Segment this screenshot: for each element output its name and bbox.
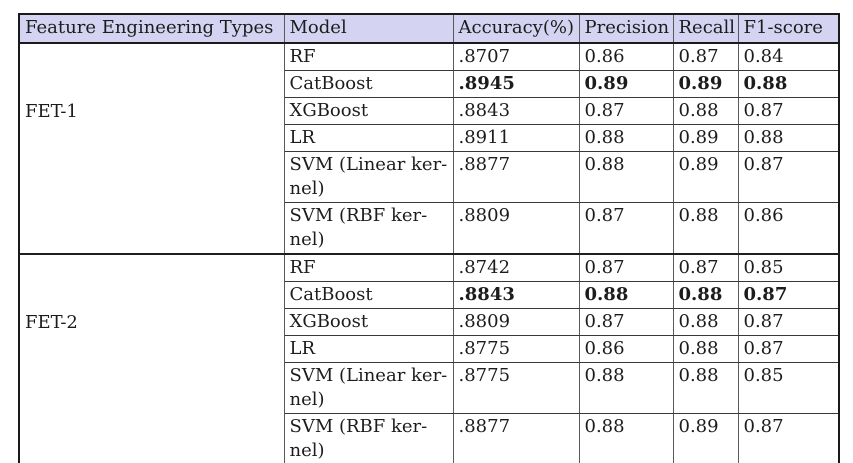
- cell-recall: 0.89: [672, 70, 739, 98]
- column-header-model: Model: [283, 13, 454, 44]
- cell-model: SVM (RBF ker- nel): [283, 202, 454, 255]
- table-row: CatBoost .8945 0.89 0.89 0.88: [19, 70, 840, 98]
- cell-f1-score: 0.84: [737, 42, 840, 71]
- cell-recall: 0.88: [672, 281, 739, 309]
- table-row: SVM (Linear ker- nel) .8877 0.88 0.89 0.…: [19, 151, 840, 203]
- table-row: SVM (Linear ker- nel) .8775 0.88 0.88 0.…: [19, 362, 840, 414]
- cell-f1-score: 0.85: [737, 362, 840, 414]
- header-row: Feature Engineering Types Model Accuracy…: [18, 13, 840, 44]
- cell-recall: 0.88: [672, 308, 739, 336]
- cell-precision: 0.87: [578, 97, 674, 125]
- column-header-f1-score: F1-score: [737, 13, 840, 44]
- cell-recall: 0.87: [672, 253, 739, 282]
- cell-model: XGBoost: [283, 308, 454, 336]
- cell-f1-score: 0.88: [737, 124, 840, 152]
- cell-f1-score: 0.87: [737, 281, 840, 309]
- table-header: Feature Engineering Types Model Accuracy…: [18, 13, 840, 44]
- table-row: FET-1 RF .8707 0.86 0.87 0.84: [18, 42, 840, 255]
- cell-precision: 0.88: [578, 413, 674, 463]
- cell-precision: 0.86: [578, 335, 674, 363]
- cell-f1-score: 0.88: [737, 70, 840, 98]
- cell-accuracy: .8809: [452, 202, 580, 255]
- cell-recall: 0.88: [672, 202, 739, 255]
- cell-precision: 0.87: [578, 253, 674, 282]
- cell-accuracy: .8843: [452, 97, 580, 125]
- column-header-precision: Precision: [578, 13, 674, 44]
- cell-accuracy: .8877: [452, 151, 580, 203]
- cell-model: SVM (RBF ker- nel): [283, 413, 454, 463]
- cell-recall: 0.89: [672, 151, 739, 203]
- cell-f1-score: 0.87: [737, 335, 840, 363]
- cell-precision: 0.88: [578, 362, 674, 414]
- group-label-fet-1: FET-1: [18, 42, 285, 255]
- cell-model: LR: [283, 335, 454, 363]
- group-label-fet-2: FET-2: [18, 253, 285, 463]
- cell-f1-score: 0.87: [737, 151, 840, 203]
- cell-model: SVM (Linear ker- nel): [283, 151, 454, 203]
- cell-recall: 0.89: [672, 413, 739, 463]
- cell-accuracy: .8775: [452, 335, 580, 363]
- cell-model: LR: [283, 124, 454, 152]
- table-row: FET-2 RF .8742 0.87 0.87 0.85: [18, 253, 840, 463]
- table-row: LR .8911 0.88 0.89 0.88: [19, 124, 840, 152]
- cell-model: RF: [283, 42, 454, 71]
- column-header-feature-engineering-types: Feature Engineering Types: [18, 13, 285, 44]
- column-header-accuracy: Accuracy(%): [452, 13, 580, 44]
- cell-model: RF: [283, 253, 454, 282]
- cell-precision: 0.87: [578, 202, 674, 255]
- cell-recall: 0.88: [672, 362, 739, 414]
- column-header-recall: Recall: [672, 13, 739, 44]
- cell-f1-score: 0.87: [737, 413, 840, 463]
- cell-accuracy: .8775: [452, 362, 580, 414]
- cell-precision: 0.88: [578, 124, 674, 152]
- table-row: LR .8775 0.86 0.88 0.87: [19, 335, 840, 363]
- cell-precision: 0.87: [578, 308, 674, 336]
- cell-accuracy: .8707: [452, 42, 580, 71]
- cell-accuracy: .8843: [452, 281, 580, 309]
- cell-accuracy: .8809: [452, 308, 580, 336]
- cell-precision: 0.86: [578, 42, 674, 71]
- cell-recall: 0.89: [672, 124, 739, 152]
- cell-model: XGBoost: [283, 97, 454, 125]
- table-row: SVM (RBF ker- nel) .8877 0.88 0.89 0.87: [19, 413, 840, 463]
- cell-accuracy: .8945: [452, 70, 580, 98]
- table-body: FET-1 RF .8707 0.86 0.87 0.84 CatBoost .…: [18, 42, 840, 463]
- cell-f1-score: 0.86: [737, 202, 840, 255]
- cell-model: CatBoost: [283, 70, 454, 98]
- results-table: Feature Engineering Types Model Accuracy…: [18, 13, 840, 463]
- table-row: XGBoost .8843 0.87 0.88 0.87: [19, 97, 840, 125]
- cell-f1-score: 0.87: [737, 308, 840, 336]
- cell-f1-score: 0.87: [737, 97, 840, 125]
- table-row: SVM (RBF ker- nel) .8809 0.87 0.88 0.86: [19, 202, 840, 255]
- cell-recall: 0.87: [672, 42, 739, 71]
- table-row: CatBoost .8843 0.88 0.88 0.87: [19, 281, 840, 309]
- cell-f1-score: 0.85: [737, 253, 840, 282]
- cell-model: CatBoost: [283, 281, 454, 309]
- cell-precision: 0.89: [578, 70, 674, 98]
- cell-accuracy: .8911: [452, 124, 580, 152]
- cell-recall: 0.88: [672, 97, 739, 125]
- cell-precision: 0.88: [578, 151, 674, 203]
- cell-accuracy: .8877: [452, 413, 580, 463]
- cell-recall: 0.88: [672, 335, 739, 363]
- cell-model: SVM (Linear ker- nel): [283, 362, 454, 414]
- cell-precision: 0.88: [578, 281, 674, 309]
- cell-accuracy: .8742: [452, 253, 580, 282]
